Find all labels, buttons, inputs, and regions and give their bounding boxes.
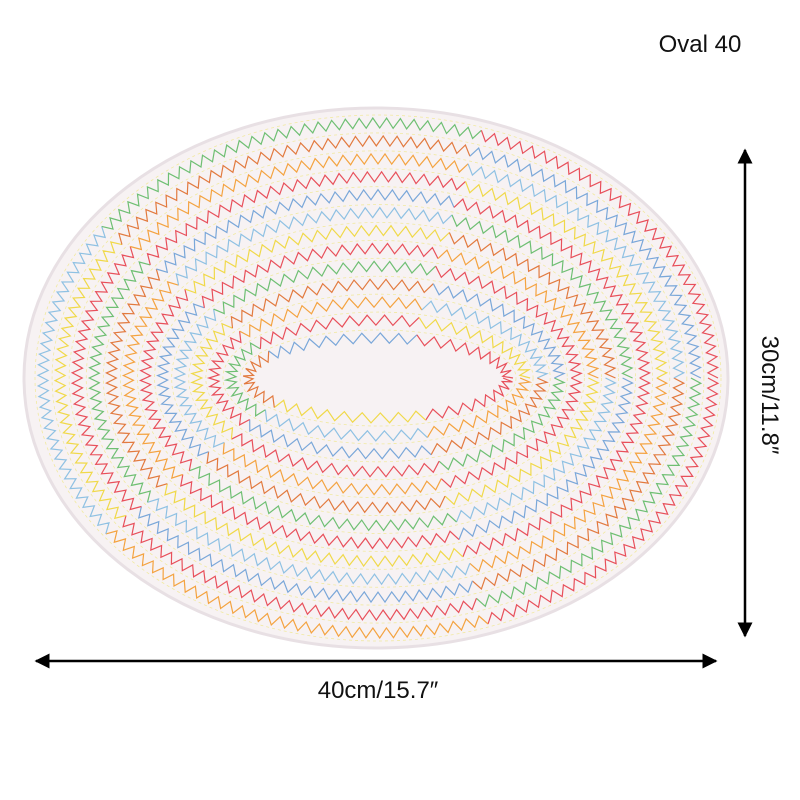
stitch <box>223 341 266 418</box>
stitch <box>467 163 686 379</box>
stitch <box>173 309 225 448</box>
stitch <box>130 152 469 251</box>
stitch <box>448 232 617 379</box>
stitch <box>455 377 617 523</box>
stitch <box>469 377 669 573</box>
stitch <box>122 515 477 622</box>
stitch-rings <box>34 114 722 642</box>
size-label: Oval 40 <box>659 31 742 58</box>
stitch <box>435 265 583 379</box>
stitch <box>184 224 450 294</box>
stitch <box>231 433 440 478</box>
stitch <box>138 288 193 471</box>
stitch <box>105 530 489 640</box>
stitch <box>268 332 418 359</box>
yellow-stitch <box>171 257 585 499</box>
stitch <box>264 409 428 442</box>
stitch <box>70 246 142 511</box>
stitch <box>444 377 600 506</box>
stitch <box>242 350 275 408</box>
stitch <box>164 483 464 568</box>
stitch <box>190 322 234 440</box>
height-label: 30cm/11.8″ <box>756 336 783 455</box>
stitch <box>213 260 437 315</box>
stitch <box>462 377 652 558</box>
stitch <box>440 377 583 489</box>
stitch <box>206 451 446 514</box>
stitch <box>273 399 427 424</box>
stitch <box>206 331 250 426</box>
stitch <box>101 116 482 230</box>
stitch <box>146 170 466 266</box>
stitch <box>189 465 457 532</box>
yellow-stitch <box>239 329 517 427</box>
stitch <box>36 226 110 535</box>
stitch <box>426 377 533 438</box>
stitch <box>480 130 720 379</box>
stitch <box>53 241 127 520</box>
stitch <box>87 261 152 503</box>
stitch <box>451 214 634 379</box>
yellow-stitch <box>102 186 654 570</box>
yellow-stitch <box>85 168 671 588</box>
stitch <box>475 377 703 608</box>
stitch <box>239 296 423 338</box>
stitch <box>175 206 453 286</box>
stitch <box>230 278 434 329</box>
stitch <box>421 300 549 379</box>
stitch <box>137 506 473 604</box>
stitch <box>425 377 513 421</box>
stitch <box>259 314 420 349</box>
yellow-stitch <box>205 293 551 463</box>
stitch <box>464 181 669 379</box>
stitch <box>458 377 634 540</box>
stitch <box>118 134 471 245</box>
yellow-stitch <box>188 275 568 481</box>
stitch <box>147 498 471 586</box>
yellow-stitch <box>51 132 705 624</box>
stitch <box>469 146 702 379</box>
stitch <box>156 303 209 457</box>
stitch <box>249 419 432 460</box>
stitch <box>453 198 652 379</box>
yellow-stitch <box>120 204 636 552</box>
stitch <box>438 377 566 471</box>
stitch <box>471 377 686 591</box>
stitch <box>487 377 720 625</box>
yellow-stitch <box>68 150 688 606</box>
stitch <box>104 268 168 488</box>
width-label: 40cm/15.7″ <box>318 677 439 704</box>
stitch <box>430 377 549 456</box>
stitch <box>437 249 600 379</box>
stitch <box>156 188 455 274</box>
stitch <box>432 283 566 379</box>
stitch <box>121 281 183 480</box>
placemat <box>22 106 730 650</box>
yellow-stitch <box>34 114 722 642</box>
stitch <box>416 334 514 379</box>
stitch <box>418 317 532 379</box>
stitch <box>222 442 442 496</box>
yellow-stitch <box>222 311 534 445</box>
yellow-stitch <box>154 240 602 516</box>
yellow-stitch <box>137 222 619 534</box>
stitch <box>180 474 460 550</box>
stitch <box>201 242 439 308</box>
